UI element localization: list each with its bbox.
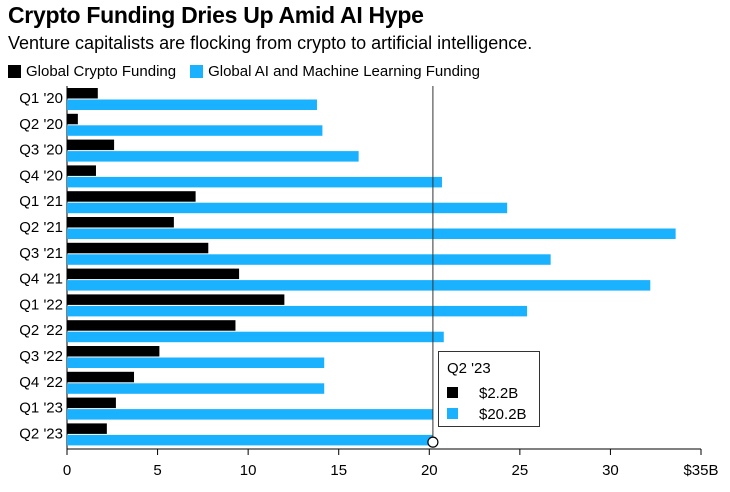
x-tick-label: 5 [153,462,161,479]
bar-ai [67,254,551,265]
tooltip-value-ai: $20.2B [479,406,527,423]
x-tick-label: 20 [421,462,438,479]
bar-crypto [67,346,160,357]
bar-crypto [67,139,115,151]
bar-ai [67,228,676,239]
category-label: Q2 '23 [19,425,63,442]
x-tick-label: 30 [602,462,619,479]
x-tick-label: $35B [683,462,718,479]
category-label: Q2 '21 [19,219,63,236]
category-label: Q4 '20 [19,167,63,184]
legend-item-ai[interactable]: Global AI and Machine Learning Funding [190,63,480,80]
legend-label-ai: Global AI and Machine Learning Funding [208,63,480,80]
category-label: Q1 '21 [19,193,63,210]
bar-ai [67,357,325,368]
bar-crypto [67,113,78,125]
tooltip-swatch-ai [447,408,458,419]
category-label: Q2 '22 [19,322,63,339]
legend-swatch-ai [190,65,204,78]
x-tick-label: 10 [240,462,257,479]
tooltip-swatch-crypto [447,387,458,398]
category-label: Q3 '22 [19,348,63,365]
bar-ai [67,280,651,291]
bar-crypto [67,320,236,331]
bar-crypto [67,242,209,254]
category-label: Q1 '22 [19,296,63,313]
bar-ai [67,125,323,136]
legend-swatch-crypto [8,65,21,78]
tooltip-value-crypto: $2.2B [479,385,519,402]
category-label: Q4 '22 [19,374,63,391]
bar-crypto [67,88,98,99]
legend: Global Crypto Funding Global AI and Mach… [8,63,494,80]
bar-ai [67,305,528,317]
bar-ai [67,383,325,394]
bar-ai [67,434,433,446]
bar-ai [67,176,442,188]
highlight-marker [427,436,439,448]
x-tick-label: 25 [512,462,529,479]
legend-label-crypto: Global Crypto Funding [26,63,177,80]
category-label: Q1 '20 [19,90,63,107]
category-label: Q3 '20 [19,142,63,159]
chart-title: Crypto Funding Dries Up Amid AI Hype [8,2,424,28]
bar-crypto [67,268,240,280]
bar-crypto [67,371,135,383]
tooltip-row-ai: $20.2B [447,406,527,423]
bar-crypto [67,423,107,434]
chart-subtitle: Venture capitalists are flocking from cr… [8,33,533,53]
bar-ai [67,151,359,162]
bar-ai [67,331,444,343]
category-label: Q1 '23 [19,400,63,417]
bar-ai [67,202,508,214]
bar-crypto [67,191,196,202]
category-label: Q4 '21 [19,271,63,288]
bar-ai [67,409,433,420]
legend-item-crypto[interactable]: Global Crypto Funding [8,63,176,80]
tooltip: Q2 '23 $2.2B $20.2B [438,351,540,427]
bar-crypto [67,165,96,176]
tooltip-header: Q2 '23 [447,360,491,377]
category-label: Q2 '20 [19,116,63,133]
x-tick-label: 0 [63,462,71,479]
bar-ai [67,99,317,110]
bar-crypto [67,294,285,305]
bar-crypto [67,217,174,228]
x-tick-label: 15 [330,462,347,479]
category-label: Q3 '21 [19,245,63,262]
bar-crypto [67,397,116,409]
tooltip-row-crypto: $2.2B [447,385,518,402]
